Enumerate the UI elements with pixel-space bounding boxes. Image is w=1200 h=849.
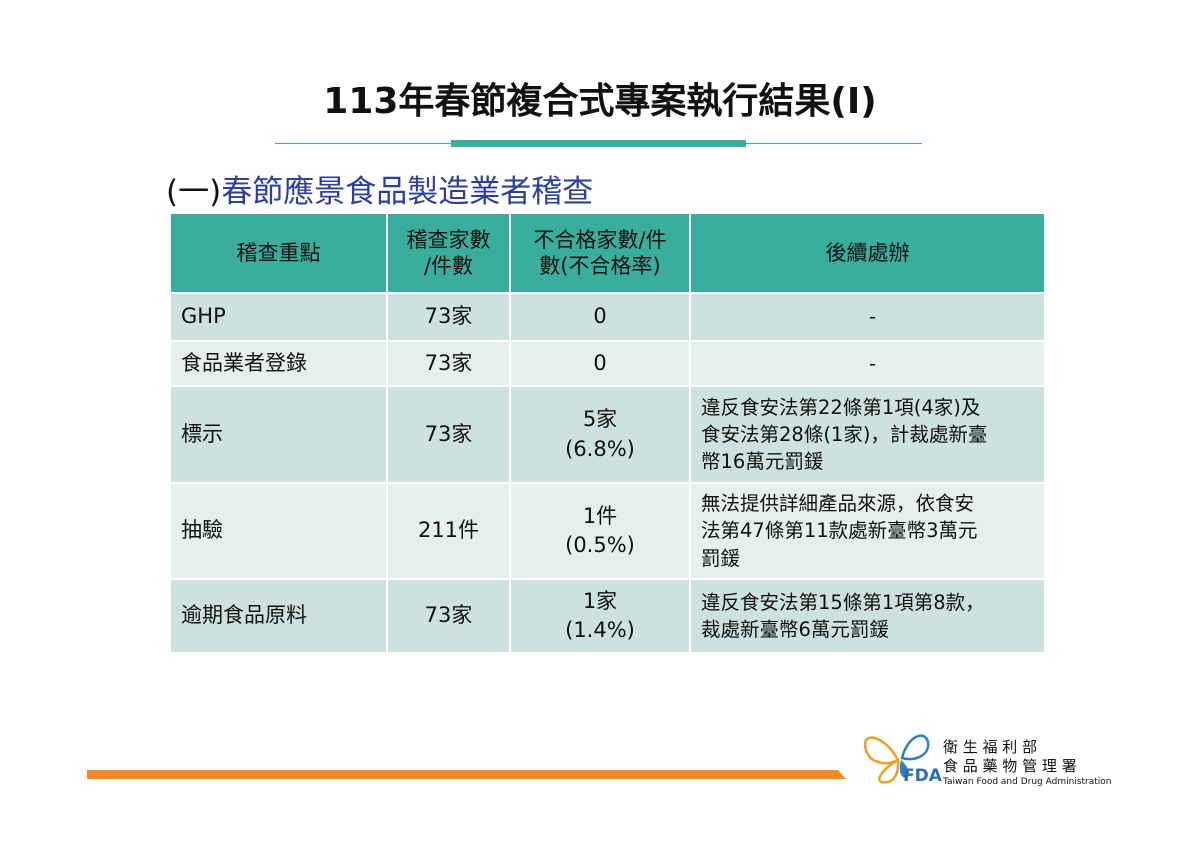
table-cell: 73家: [388, 580, 509, 652]
table-cell: -: [691, 342, 1044, 385]
cell-line: (0.5%): [565, 533, 635, 557]
table-cell: 0: [511, 342, 689, 385]
table-cell: 無法提供詳細產品來源，依食安 法第47條第11款處新臺幣3萬元 罰鍰: [691, 484, 1044, 578]
table-cell: 標示: [171, 387, 386, 482]
cell-line: GHP: [181, 304, 226, 329]
cell-line: 0: [593, 350, 607, 375]
cell-line: 抽驗: [181, 518, 223, 543]
table-cell: 211件: [388, 484, 509, 578]
cell-line: (6.8%): [565, 436, 635, 461]
header-cell: 不合格家數/件 數(不合格率): [511, 214, 689, 292]
cell-line: 裁處新臺幣6萬元罰鍰: [701, 618, 889, 641]
cell-line: 違反食安法第22條第1項(4家)及: [701, 395, 981, 419]
logo-abbr: FDA: [903, 766, 943, 786]
table-cell: GHP: [171, 294, 386, 340]
cell-line: 不合格家數/件: [533, 227, 667, 252]
cell-line: 無法提供詳細產品來源，依食安: [701, 492, 975, 516]
table-cell: 1件 (0.5%): [511, 484, 689, 578]
table-cell: 抽驗: [171, 484, 386, 578]
table-cell: 違反食安法第22條第1項(4家)及 食安法第28條(1家)，計裁處新臺 幣16萬元罰…: [691, 387, 1044, 482]
cell-line: 食品業者登錄: [181, 350, 307, 375]
cell-line: 罰鍰: [701, 546, 741, 570]
cell-line: 5家: [582, 407, 618, 432]
divider-accent: [451, 140, 746, 147]
footer-bar: [87, 770, 846, 779]
logo-agency: 食 品 藥 物 管 理 署: [943, 757, 1077, 775]
cell-line: 1家: [582, 588, 618, 613]
section-text: 春節應景食品製造業者稽查: [221, 174, 594, 210]
cell-line: 數(不合格率): [539, 254, 661, 278]
cell-line: 0: [593, 304, 607, 329]
header-cell: 後續處辦: [691, 214, 1044, 292]
cell-line: /件數: [423, 254, 474, 278]
table-cell: 1家 (1.4%): [511, 580, 689, 652]
table-cell: 73家: [388, 294, 509, 340]
table-cell: 逾期食品原料: [171, 580, 386, 652]
cell-line: -: [868, 351, 877, 375]
logo-butterfly: [863, 734, 930, 784]
table-cell: 食品業者登錄: [171, 342, 386, 385]
title: 113年春節複合式專案執行結果(Ⅰ): [323, 81, 877, 122]
cell-line: 法第47條第11款處新臺幣3萬元: [701, 519, 978, 543]
table-cell: 5家 (6.8%): [511, 387, 689, 482]
cell-line: 稽查家數: [406, 227, 491, 252]
cell-line: 73家: [424, 350, 473, 375]
cell-line: 幣16萬元罰鍰: [701, 450, 824, 474]
table-cell: 違反食安法第15條第1項第8款， 裁處新臺幣6萬元罰鍰: [691, 580, 1044, 652]
cell-line: 後續處辦: [825, 240, 910, 265]
cell-line: (1.4%): [565, 618, 635, 642]
cell-line: 73家: [424, 603, 473, 628]
header-cell: 稽查家數/件數: [388, 214, 509, 292]
cell-line: 違反食安法第15條第1項第8款，: [701, 590, 985, 614]
table-cell: 73家: [388, 387, 509, 482]
logo-ministry: 衛 生 福 利 部: [943, 738, 1037, 756]
cell-line: 食安法第28條(1家)，計裁處新臺: [701, 422, 988, 446]
cell-line: -: [868, 305, 877, 329]
section-prefix: (一): [166, 174, 222, 210]
cell-line: 標示: [181, 421, 223, 446]
logo-english: Taiwan Food and Drug Administration: [942, 777, 1111, 787]
cell-line: 211件: [417, 518, 480, 543]
cell-line: 73家: [424, 421, 473, 446]
table-cell: 0: [511, 294, 689, 340]
table-cell: -: [691, 294, 1044, 340]
cell-line: 逾期食品原料: [181, 603, 307, 628]
header-cell: 稽查重點: [171, 214, 386, 292]
cell-line: 稽查重點: [236, 240, 321, 265]
cell-line: 1件: [582, 503, 618, 528]
cell-line: 73家: [424, 304, 473, 329]
table-cell: 73家: [388, 342, 509, 385]
section-title: (一)春節應景食品製造業者稽查: [166, 166, 593, 211]
